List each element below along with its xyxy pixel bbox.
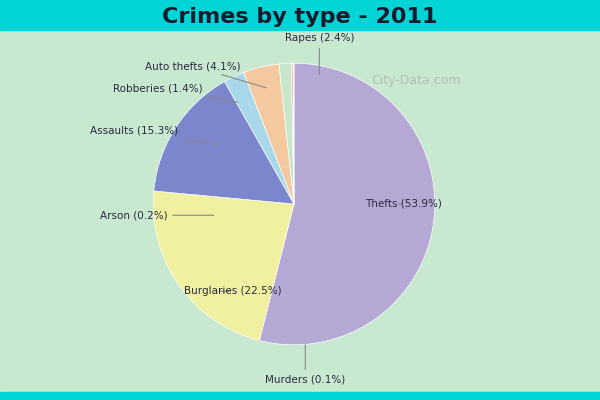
Wedge shape xyxy=(244,64,294,204)
Text: Robberies (1.4%): Robberies (1.4%) xyxy=(113,84,238,102)
Text: Rapes (2.4%): Rapes (2.4%) xyxy=(284,33,354,74)
Wedge shape xyxy=(293,63,294,204)
Wedge shape xyxy=(279,63,294,204)
Text: Assaults (15.3%): Assaults (15.3%) xyxy=(91,126,218,144)
Bar xyxy=(0,0,600,30)
Text: Crimes by type - 2011: Crimes by type - 2011 xyxy=(162,7,438,27)
Text: Burglaries (22.5%): Burglaries (22.5%) xyxy=(184,286,282,296)
Text: Auto thefts (4.1%): Auto thefts (4.1%) xyxy=(145,61,266,88)
Wedge shape xyxy=(224,72,294,204)
Wedge shape xyxy=(259,63,435,345)
Text: City-Data.com: City-Data.com xyxy=(371,74,461,87)
Wedge shape xyxy=(154,82,294,204)
Wedge shape xyxy=(292,63,294,204)
Text: Arson (0.2%): Arson (0.2%) xyxy=(100,210,214,220)
Text: Murders (0.1%): Murders (0.1%) xyxy=(265,345,346,385)
Bar xyxy=(0,392,600,400)
Text: Thefts (53.9%): Thefts (53.9%) xyxy=(365,199,442,209)
Wedge shape xyxy=(153,191,294,340)
